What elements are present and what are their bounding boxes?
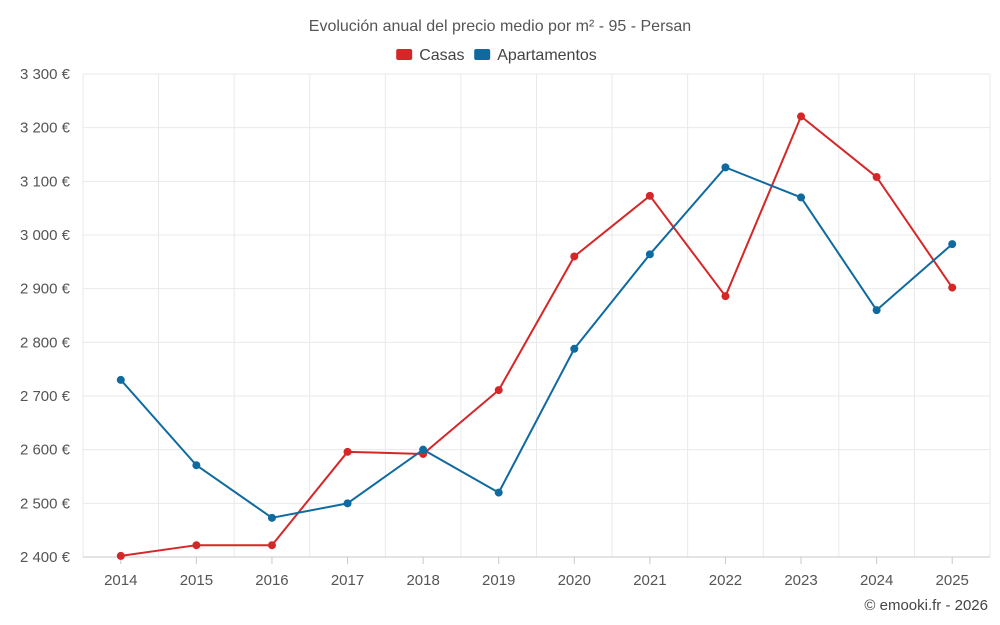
y-tick-label: 2 900 €	[20, 281, 71, 298]
data-point[interactable]	[116, 551, 125, 560]
y-tick-label: 3 200 €	[20, 120, 71, 137]
y-tick-label: 2 600 €	[20, 442, 71, 459]
x-tick-label: 2019	[482, 572, 515, 589]
series-line	[120, 166, 953, 519]
x-tick-label: 2022	[709, 572, 742, 589]
axes: 2 400 € 2 500 € 2 600 € 2 700 € 2 800 € 2 900…	[20, 66, 990, 589]
data-point[interactable]	[872, 306, 881, 315]
legend-item[interactable]: Apartamentos	[474, 47, 597, 64]
data-point[interactable]	[343, 499, 352, 508]
data-point[interactable]	[343, 447, 352, 456]
x-tick-label: 2017	[331, 572, 364, 589]
series-casas	[116, 112, 957, 560]
data-point[interactable]	[721, 163, 730, 172]
data-point[interactable]	[267, 541, 276, 550]
data-point[interactable]	[721, 292, 730, 301]
data-point[interactable]	[570, 344, 579, 353]
data-point[interactable]	[192, 541, 201, 550]
data-point[interactable]	[116, 375, 125, 384]
data-point[interactable]	[948, 283, 957, 292]
data-point[interactable]	[494, 386, 503, 395]
legend-label: Casas	[419, 47, 464, 64]
y-tick-label: 3 100 €	[20, 173, 71, 190]
chart-title: Evolución anual del precio medio por m² …	[309, 18, 691, 35]
data-point[interactable]	[645, 250, 654, 259]
y-tick-label: 2 800 €	[20, 334, 71, 351]
data-point[interactable]	[267, 513, 276, 522]
x-tick-label: 2018	[406, 572, 439, 589]
credit-text: © emooki.fr - 2026	[864, 597, 988, 614]
legend-item[interactable]: Casas	[396, 47, 465, 64]
data-point[interactable]	[872, 173, 881, 182]
x-tick-label: 2014	[104, 572, 137, 589]
series-line	[120, 115, 954, 557]
data-point[interactable]	[797, 112, 806, 121]
legend-swatch	[396, 49, 413, 60]
legend-label: Apartamentos	[497, 47, 597, 64]
series-layer	[116, 112, 957, 560]
data-point[interactable]	[645, 191, 654, 200]
data-point[interactable]	[494, 488, 503, 497]
data-point[interactable]	[570, 252, 579, 261]
grid	[82, 73, 991, 557]
y-tick-label: 2 700 €	[20, 388, 71, 405]
data-point[interactable]	[419, 445, 428, 454]
data-point[interactable]	[797, 193, 806, 202]
legend: Casas Apartamentos	[396, 47, 597, 64]
y-tick-label: 3 000 €	[20, 227, 71, 244]
x-tick-label: 2015	[180, 572, 213, 589]
x-tick-label: 2021	[633, 572, 666, 589]
x-tick-label: 2025	[936, 572, 969, 589]
legend-swatch	[474, 49, 491, 60]
series-apartamentos	[116, 163, 957, 522]
x-tick-label: 2016	[255, 572, 288, 589]
data-point[interactable]	[192, 461, 201, 470]
x-tick-label: 2024	[860, 572, 893, 589]
x-tick-label: 2023	[784, 572, 817, 589]
y-tick-label: 2 500 €	[20, 495, 71, 512]
y-tick-label: 2 400 €	[20, 549, 71, 566]
y-tick-label: 3 300 €	[20, 66, 71, 83]
x-tick-label: 2020	[558, 572, 591, 589]
data-point[interactable]	[948, 240, 957, 249]
